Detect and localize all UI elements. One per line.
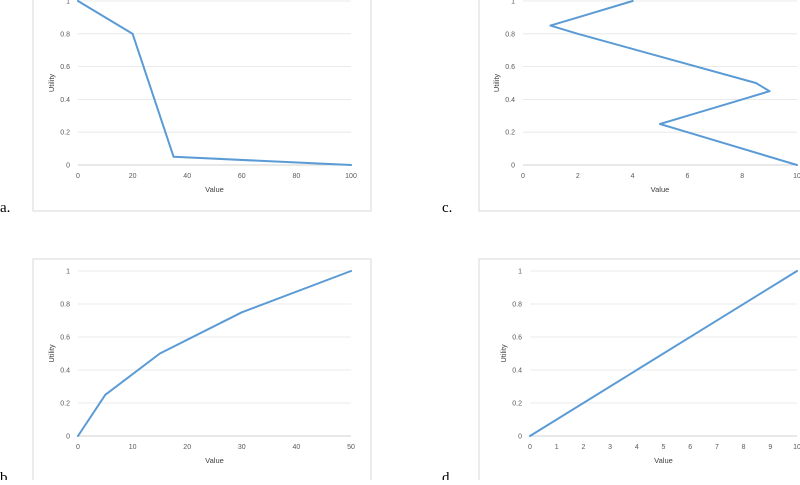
chart-a-xtick-label: 20 [129,173,137,180]
chart-b-data-point [240,311,243,314]
chart-b-xtick-label: 50 [347,444,355,451]
chart-a-xlabel: Value [205,185,224,194]
chart-a-ytick-label: 1 [66,0,70,6]
chart-c-data-point [576,32,579,35]
chart-b-xtick-label: 20 [183,444,191,451]
chart-b-ytick-label: 0.8 [60,302,70,309]
chart-c-ytick-label: 0.4 [505,97,515,104]
chart-a-xtick-label: 0 [76,173,80,180]
chart-b-data-point [77,435,79,437]
chart-d-series-line [529,270,798,437]
chart-b-ytick-label: 0.6 [60,335,70,342]
chart-c-ytick-label: 0.6 [505,64,515,71]
chart-d-xtick-label: 10 [793,444,800,451]
chart-d-xlabel: Value [654,456,673,465]
chart-c-xtick-label: 10 [793,173,800,180]
chart-c-data-point [741,98,744,101]
chart-a-frame [32,0,372,212]
chart-b-xtick-label: 30 [238,444,246,451]
chart-c-data-point [659,123,661,125]
chart-a-ytick-label: 0.6 [60,64,70,71]
chart-c-ytick-label: 0.2 [505,130,515,137]
chart-c-xtick-label: 4 [631,173,635,180]
chart-d-ytick-label: 0 [518,434,522,441]
chart-d-data-point [529,435,531,437]
chart-d-ytick-label: 1 [518,269,522,276]
chart-d-frame [478,258,800,485]
chart-d-panel-label: d. [442,470,453,480]
chart-b-panel-label: b. [0,470,11,480]
chart-a-ytick-label: 0 [66,163,70,170]
chart-a-xtick-label: 80 [293,173,301,180]
chart-b-xtick-label: 40 [293,444,301,451]
chart-a-data-point [131,32,134,35]
chart-b-ytick-label: 0.2 [60,401,70,408]
chart-b-ylabel: Utility [47,344,56,363]
chart-c-xtick-label: 8 [740,173,744,180]
chart-c-data-point [796,164,798,166]
chart-d-ylabel: Utility [499,344,508,363]
chart-b-frame [32,258,372,485]
chart-a-ytick-label: 0.4 [60,97,70,104]
chart-b-data-point [159,352,161,355]
chart-c-xlabel: Value [651,185,670,194]
chart-a-ylabel: Utility [47,74,56,93]
chart-d-xtick-label: 8 [742,444,746,451]
chart-d-data-point [796,270,798,272]
chart-d-ytick-label: 0.4 [512,368,522,375]
chart-a-ytick-label: 0.8 [60,31,70,38]
chart-c-xtick-label: 2 [576,173,580,180]
chart-c-data-point [755,82,757,84]
chart-b-ytick-label: 1 [66,269,70,276]
chart-d-xtick-label: 5 [662,444,666,451]
chart-a: 0 0.2 0.4 0.6 0.8 1 0 20 40 60 80 100 Value Utility a. [0,0,372,216]
chart-a-data-point [172,155,175,158]
chart-d-xtick-label: 4 [635,444,639,451]
chart-a-ytick-label: 0.2 [60,130,70,137]
chart-b-xlabel: Value [205,456,224,465]
chart-b-xtick-label: 10 [129,444,137,451]
chart-c-ytick-label: 0.8 [505,31,515,38]
chart-d-ytick-label: 0.8 [512,302,522,309]
chart-c-data-point [576,16,579,19]
chart-d-xtick-label: 2 [581,444,585,451]
chart-d-xtick-label: 3 [608,444,612,451]
chart-a-xtick-label: 100 [345,173,357,180]
chart-c-data-point [686,131,689,134]
chart-a-xtick-label: 40 [183,173,191,180]
chart-c-data-point [768,90,771,93]
chart-a-data-point [350,164,352,166]
chart-c-frame [478,0,800,212]
chart-b-ytick-label: 0.4 [60,368,70,375]
chart-c-panel-label: c. [442,200,452,216]
chart-c-ytick-label: 0 [511,163,515,170]
chart-b-xtick-label: 0 [76,444,80,451]
chart-a-series-line [77,0,352,166]
chart-a-data-point [77,0,79,2]
chart-d-xtick-label: 9 [768,444,772,451]
chart-c-data-point [549,24,552,27]
chart-a-xtick-label: 60 [238,173,246,180]
chart-c-ylabel: Utility [492,74,501,93]
chart-d-ytick-label: 0.2 [512,401,522,408]
chart-c-xtick-label: 0 [521,173,525,180]
chart-c-ytick-label: 1 [511,0,515,6]
chart-c-xtick-label: 6 [685,173,689,180]
chart-c-data-point [686,114,689,117]
chart-d-xtick-label: 0 [528,444,532,451]
chart-b-data-point [350,270,352,272]
chart-d-xtick-label: 7 [715,444,719,451]
chart-a-panel-label: a. [0,200,10,216]
chart-d-ytick-label: 0.6 [512,335,522,342]
chart-b-data-point [104,393,107,396]
chart-d-xtick-label: 6 [688,444,692,451]
chart-c-data-point [631,0,634,2]
chart-d-xtick-label: 1 [555,444,559,451]
chart-b-ytick-label: 0 [66,434,70,441]
